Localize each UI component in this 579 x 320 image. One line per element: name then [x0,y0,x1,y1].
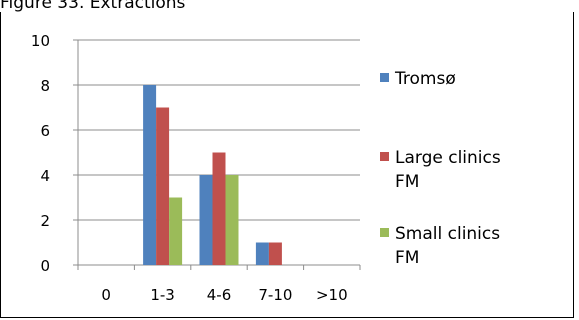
figure-caption: Figure 33. Extractions [0,0,186,13]
legend: Tromsø Large clinics FM Small clinics FM [380,69,501,268]
bar [169,197,183,265]
y-tick-label: 6 [40,122,50,140]
x-tick-label: 7-10 [258,286,292,304]
y-tick-label: 4 [40,167,50,185]
x-tick-label: >10 [316,286,348,304]
x-axis: 0 1-3 4-6 7-10 >10 [77,264,361,304]
y-axis: 0 2 4 6 8 10 [31,32,79,275]
x-tick-label: 1-3 [150,286,175,304]
chart-frame [0,12,574,318]
bar [225,175,239,265]
legend-label: Small clinics FM [395,224,500,268]
legend-swatch [380,152,389,161]
bar [143,85,157,265]
y-tick-label: 10 [31,32,50,50]
bar [255,242,269,265]
x-tick-label: 4-6 [207,286,232,304]
legend-swatch [380,228,389,237]
x-tick-label: 0 [101,286,111,304]
legend-label: Large clinics FM [395,148,501,192]
legend-swatch [380,73,389,82]
bar [268,242,282,265]
bar [212,152,226,265]
y-tick-label: 8 [40,77,50,95]
legend-label: Tromsø [394,69,456,89]
y-tick-label: 0 [40,257,50,275]
bar [156,107,170,265]
bar [199,175,213,265]
y-tick-label: 2 [40,212,50,230]
bars [143,85,282,265]
